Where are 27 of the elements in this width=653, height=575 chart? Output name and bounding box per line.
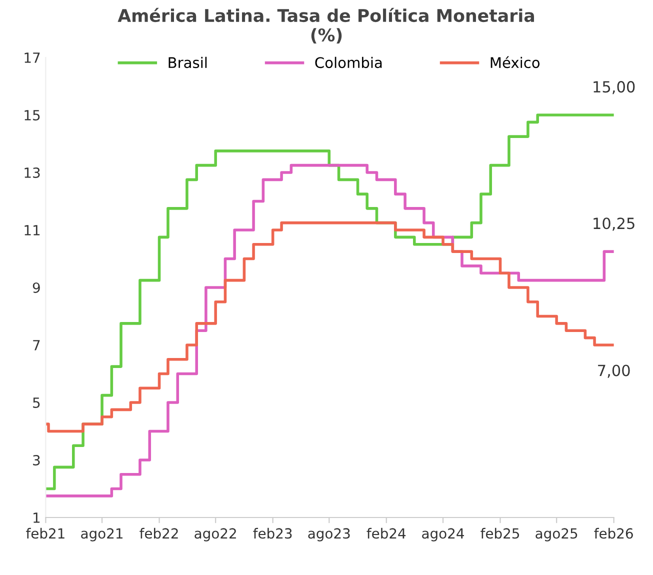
annotation: 7,00: [598, 364, 630, 378]
annotation: 15,00: [594, 81, 635, 94]
legend-label: Brasil: [168, 56, 207, 68]
y-tick-label: 15: [24, 110, 40, 120]
y-tick-label: 11: [24, 225, 40, 236]
chart-title: América Latina. Tasa de Política Monetaria (%): [118, 8, 534, 44]
annotation: 10,25: [594, 218, 634, 231]
x-tick-label: feb23: [253, 528, 292, 539]
x-tick-label: ago25: [536, 528, 578, 542]
x-tick-label: ago24: [422, 528, 464, 542]
y-tick-label: 3: [33, 454, 40, 466]
x-tick-label: feb25: [480, 528, 520, 539]
x-tick-label: feb26: [594, 528, 633, 539]
legend-label: México: [490, 56, 540, 68]
x-tick-label: ago22: [194, 528, 236, 542]
y-tick-label: 1: [34, 512, 40, 523]
x-tick-label: feb21: [26, 528, 64, 539]
x-tick-label: feb22: [140, 528, 178, 539]
y-tick-label: 17: [24, 52, 40, 63]
legend-label: Colombia: [315, 56, 382, 68]
y-tick-label: 5: [33, 398, 40, 408]
y-tick-label: 13: [24, 167, 40, 178]
x-tick-label: ago21: [81, 528, 122, 542]
x-tick-label: ago23: [308, 528, 350, 542]
y-tick-label: 9: [32, 282, 40, 293]
x-tick-label: feb24: [366, 528, 406, 539]
y-tick-label: 7: [33, 340, 40, 350]
